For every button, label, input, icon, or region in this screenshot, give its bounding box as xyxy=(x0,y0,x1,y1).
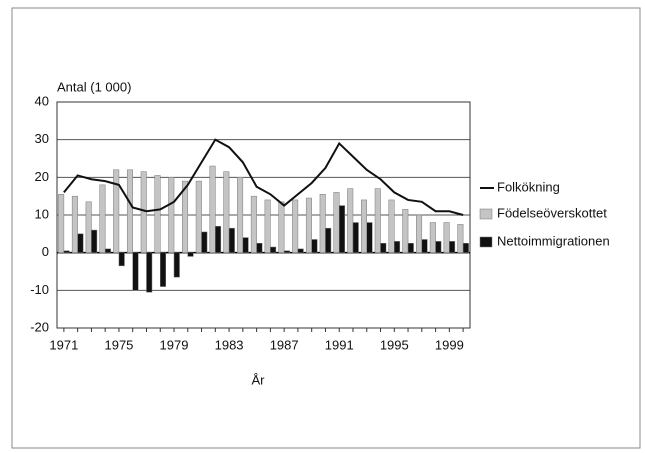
bar xyxy=(270,246,277,253)
bar xyxy=(104,248,111,253)
bar xyxy=(278,201,285,253)
bar xyxy=(457,224,464,253)
bar xyxy=(132,252,139,291)
bar xyxy=(319,194,326,253)
bar xyxy=(388,199,395,253)
bar xyxy=(237,177,244,253)
y-tick-label: 40 xyxy=(35,93,49,108)
bar xyxy=(297,248,304,253)
bar xyxy=(394,241,401,253)
bar xyxy=(228,227,235,253)
bar xyxy=(154,175,161,253)
bar xyxy=(283,250,290,253)
bar xyxy=(85,201,92,253)
legend-swatch xyxy=(479,236,493,248)
bar xyxy=(374,188,381,253)
bar xyxy=(311,239,318,253)
bar xyxy=(380,243,387,253)
bar xyxy=(140,171,147,253)
bar xyxy=(402,209,409,253)
bar xyxy=(77,233,84,253)
y-tick-label: -10 xyxy=(30,282,49,297)
bar xyxy=(173,252,180,278)
plot-frame xyxy=(56,101,471,329)
bar xyxy=(256,243,263,253)
legend-label: Nettoimmigrationen xyxy=(497,233,610,248)
bar xyxy=(168,177,175,253)
y-tick-label: 0 xyxy=(42,244,49,259)
frame xyxy=(11,7,641,449)
bar xyxy=(113,169,120,253)
bar xyxy=(416,214,423,253)
bar xyxy=(71,195,78,253)
bar xyxy=(347,188,354,253)
bar xyxy=(421,239,428,253)
y-tick-label: -20 xyxy=(30,319,49,334)
bar xyxy=(462,243,469,253)
bar xyxy=(201,231,208,253)
bar xyxy=(338,205,345,253)
bar xyxy=(160,252,166,287)
bar xyxy=(352,222,359,253)
bar xyxy=(195,180,202,253)
legend-swatch xyxy=(479,208,493,220)
bar xyxy=(223,171,230,253)
legend-label: Födelseöverskottet xyxy=(497,205,607,220)
bar xyxy=(126,169,133,253)
bar xyxy=(118,252,125,267)
x-axis-label: År xyxy=(252,372,266,387)
bar xyxy=(187,252,194,257)
y-tick-label: 30 xyxy=(35,131,49,146)
bar xyxy=(361,199,367,253)
x-tick-label: 1991 xyxy=(325,337,354,352)
y-axis-label: Antal (1 000) xyxy=(57,79,131,94)
y-tick-label: 10 xyxy=(35,206,49,221)
bar xyxy=(366,222,373,253)
bar xyxy=(325,227,332,253)
bar xyxy=(182,180,189,253)
bar xyxy=(435,241,442,253)
y-tick-label: 20 xyxy=(35,169,49,184)
x-tick-label: 1983 xyxy=(215,337,244,352)
bar xyxy=(63,250,70,253)
bar xyxy=(242,237,249,253)
bar xyxy=(429,222,436,253)
bar xyxy=(407,243,414,253)
x-tick-label: 1979 xyxy=(160,337,189,352)
bar xyxy=(264,199,271,253)
x-tick-label: 1995 xyxy=(380,337,409,352)
bar xyxy=(58,194,65,253)
bar xyxy=(292,199,299,253)
bar xyxy=(250,195,257,253)
bar xyxy=(209,165,216,253)
bar xyxy=(99,184,106,253)
x-tick-label: 1999 xyxy=(435,337,464,352)
legend-label: Folkökning xyxy=(497,179,560,194)
bar xyxy=(146,252,153,293)
line xyxy=(63,138,464,216)
bar xyxy=(305,197,312,253)
bar xyxy=(215,226,222,253)
x-tick-label: 1987 xyxy=(270,337,299,352)
bar xyxy=(443,222,450,253)
x-tick-label: 1975 xyxy=(104,337,133,352)
bar xyxy=(91,229,98,253)
bar xyxy=(449,241,456,253)
bar xyxy=(333,192,340,253)
x-tick-label: 1971 xyxy=(49,337,78,352)
